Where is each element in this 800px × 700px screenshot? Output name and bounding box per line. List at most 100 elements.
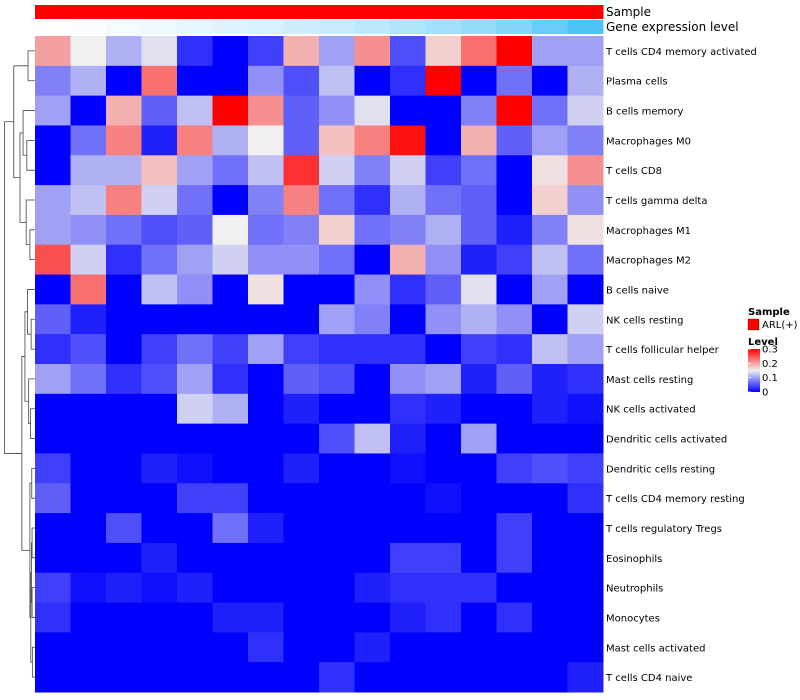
heatmap-cell	[177, 364, 213, 395]
sample-legend-entry: ARL(+)	[762, 320, 798, 331]
heatmap-cell	[461, 36, 497, 67]
heatmap-cell	[461, 274, 497, 305]
expression-track-cell	[248, 20, 284, 34]
gene-expression-annotation-track	[35, 20, 604, 34]
row-label: Neutrophils	[606, 584, 663, 595]
heatmap-cell	[425, 244, 462, 276]
sample-track-cell	[177, 5, 213, 19]
sample-legend-swatch	[747, 318, 760, 331]
heatmap-cell	[461, 244, 497, 276]
heatmap-cell	[461, 65, 497, 97]
row-label: B cells memory	[606, 107, 683, 118]
heatmap-cell	[496, 483, 533, 514]
heatmap-cell	[461, 155, 497, 186]
heatmap-cell	[35, 393, 71, 425]
heatmap-cell	[70, 572, 107, 604]
heatmap-cell	[496, 125, 533, 156]
heatmap-cell	[70, 364, 107, 395]
expression-track-cell	[70, 20, 107, 34]
heatmap-cell	[283, 214, 320, 246]
heatmap-cell	[567, 65, 604, 97]
heatmap-cell	[532, 632, 568, 663]
heatmap-cell	[283, 36, 320, 67]
heatmap-cell	[496, 423, 533, 454]
heatmap-cell	[532, 662, 568, 693]
heatmap-cell	[212, 155, 249, 186]
heatmap-cell	[390, 542, 426, 574]
heatmap-cell	[425, 483, 462, 514]
heatmap-cell	[35, 602, 71, 633]
heatmap-cell	[248, 632, 284, 663]
heatmap-cell	[496, 572, 533, 604]
heatmap-cell	[212, 95, 249, 126]
heatmap-cell	[35, 334, 71, 365]
heatmap-cell	[35, 65, 71, 97]
heatmap-cell	[212, 632, 249, 663]
heatmap-cell	[390, 632, 426, 663]
heatmap-cell	[106, 95, 142, 126]
heatmap-cell	[106, 364, 142, 395]
heatmap-cells	[35, 36, 604, 693]
heatmap-cell	[35, 572, 71, 604]
heatmap-cell	[354, 542, 391, 574]
heatmap-cell	[496, 662, 533, 693]
heatmap-cell	[496, 155, 533, 186]
heatmap-cell	[248, 423, 284, 454]
row-label: T cells follicular helper	[605, 345, 720, 356]
heatmap-cell	[70, 185, 107, 216]
heatmap-cell	[354, 632, 391, 663]
row-label: Monocytes	[606, 613, 660, 624]
heatmap-cell	[319, 214, 355, 246]
heatmap-cell	[141, 244, 178, 276]
heatmap-cell	[319, 155, 355, 186]
heatmap-cell	[532, 95, 568, 126]
heatmap-cell	[35, 453, 71, 484]
heatmap-cell	[283, 304, 320, 335]
heatmap-cell	[248, 274, 284, 305]
heatmap-cell	[177, 95, 213, 126]
heatmap-cell	[390, 423, 426, 454]
heatmap-cell	[177, 602, 213, 633]
heatmap-cell	[106, 185, 142, 216]
heatmap-cell	[141, 334, 178, 365]
heatmap-cell	[212, 36, 249, 67]
heatmap-cell	[283, 572, 320, 604]
heatmap-cell	[283, 185, 320, 216]
heatmap-cell	[390, 304, 426, 335]
sample-track-cell	[35, 5, 71, 19]
heatmap-cell	[390, 214, 426, 246]
heatmap-cell	[319, 125, 355, 156]
row-labels: T cells CD4 memory activated Plasma cells…	[605, 47, 757, 684]
heatmap-cell	[319, 542, 355, 574]
heatmap-cell	[461, 334, 497, 365]
heatmap-cell	[177, 662, 213, 693]
expression-track-cell	[390, 20, 426, 34]
row-label: T cells CD4 naive	[605, 673, 692, 684]
heatmap-cell	[35, 632, 71, 663]
heatmap-cell	[177, 185, 213, 216]
heatmap-cell	[354, 423, 391, 454]
heatmap-cell	[141, 513, 178, 544]
row-label: T cells CD8	[605, 166, 662, 177]
heatmap-cell	[212, 304, 249, 335]
heatmap-cell	[496, 602, 533, 633]
heatmap-cell	[70, 274, 107, 305]
heatmap-cell	[248, 572, 284, 604]
heatmap-cell	[425, 423, 462, 454]
heatmap-cell	[354, 483, 391, 514]
dendrogram-branch	[4, 121, 22, 454]
heatmap-cell	[283, 542, 320, 574]
sample-track-cell	[567, 5, 604, 19]
heatmap-cell	[70, 95, 107, 126]
heatmap-cell	[354, 125, 391, 156]
expression-track-cell	[425, 20, 462, 34]
heatmap-cell	[461, 662, 497, 693]
heatmap-cell	[70, 662, 107, 693]
heatmap-cell	[248, 125, 284, 156]
heatmap-cell	[283, 125, 320, 156]
heatmap-cell	[461, 125, 497, 156]
heatmap-cell	[425, 364, 462, 395]
heatmap-cell	[425, 36, 462, 67]
heatmap-cell	[319, 95, 355, 126]
